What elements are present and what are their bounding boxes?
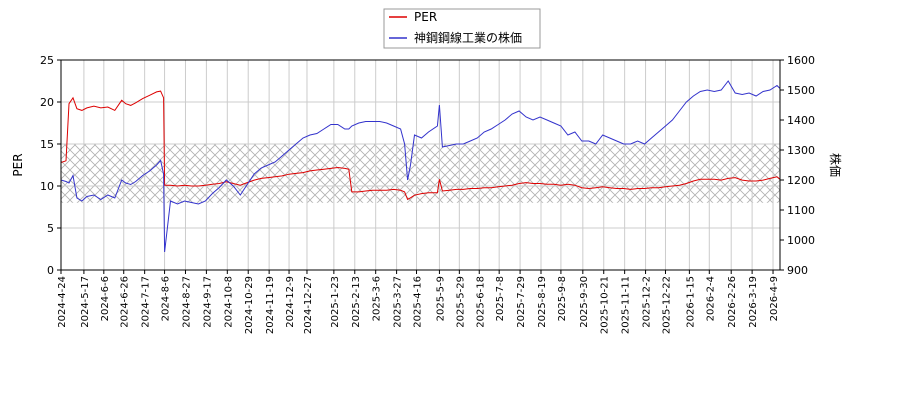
x-tick-label: 2024-8-6: [161, 276, 172, 321]
series-line-price: [60, 80, 781, 253]
x-tick-label: 2024-6-26: [120, 276, 131, 328]
x-tick-label: 2026-4-9: [769, 276, 780, 321]
plot-frame: [60, 59, 781, 271]
y-tick-label-right: 1200: [787, 174, 815, 187]
x-tick-label: 2026-3-19: [748, 276, 759, 328]
y-tick-label-right: 1500: [787, 84, 815, 97]
x-tick-label: 2024-7-17: [141, 276, 152, 328]
y-tick-label-right: 1300: [787, 144, 815, 157]
x-tick-label: 2025-3-27: [393, 276, 404, 328]
y-tick-label-left: 25: [40, 54, 54, 67]
x-tick-label: 2025-10-21: [600, 276, 611, 334]
y-tick-label-right: 1600: [787, 54, 815, 67]
x-tick-label: 2025-12-2: [642, 276, 653, 328]
x-tick-label: 2024-6-6: [100, 276, 111, 321]
x-tick-label: 2024-5-17: [80, 276, 91, 328]
x-tick-label: 2025-6-18: [475, 276, 486, 328]
x-tick-label: 2024-10-29: [244, 276, 255, 334]
x-tick-label: 2025-3-6: [372, 276, 383, 321]
x-tick-label: 2025-5-29: [455, 276, 466, 328]
x-tick-label: 2026-2-4: [705, 276, 716, 321]
y-tick-label-right: 1000: [787, 234, 815, 247]
x-tick-label: 2025-12-22: [661, 276, 672, 334]
x-tick-label: 2024-12-9: [285, 276, 296, 328]
legend-label-per: PER: [414, 10, 437, 24]
x-tick-label: 2025-5-9: [435, 276, 446, 321]
y-tick-label-left: 15: [40, 138, 54, 151]
x-tick-label: 2025-8-19: [537, 276, 548, 328]
shaded-band: [61, 144, 780, 203]
x-tick-label: 2024-11-19: [265, 276, 276, 334]
x-tick-label: 2025-7-8: [495, 276, 506, 321]
x-tick-label: 2024-12-27: [303, 276, 314, 334]
x-tick-label: 2024-4-24: [57, 276, 68, 328]
y-tick-label-left: 20: [40, 96, 54, 109]
series-line-per: [60, 90, 781, 201]
y-axis-label-right: 株価: [828, 153, 843, 177]
y-tick-label-left: 0: [47, 264, 54, 277]
y-tick-label-right: 1400: [787, 114, 815, 127]
x-tick-label: 2025-4-16: [413, 276, 424, 328]
legend-box: [383, 8, 541, 49]
legend-label-price: 神鋼鋼線工業の株価: [414, 30, 522, 45]
y-tick-label-right: 900: [787, 264, 808, 277]
x-tick-label: 2025-9-8: [557, 276, 568, 321]
x-tick-label: 2026-1-15: [685, 276, 696, 328]
x-tick-label: 2025-9-30: [579, 276, 590, 328]
y-tick-label-right: 1100: [787, 204, 815, 217]
x-tick-label: 2025-11-11: [621, 276, 632, 334]
legend: PER 神鋼鋼線工業の株価: [383, 8, 541, 49]
x-tick-label: 2026-2-26: [727, 276, 738, 328]
x-tick-label: 2025-2-13: [351, 276, 362, 328]
y-axis-label-left: PER: [11, 153, 25, 176]
x-tick-label: 2024-9-17: [202, 276, 213, 328]
x-tick-label: 2025-7-29: [516, 276, 527, 328]
y-tick-label-left: 5: [47, 222, 54, 235]
y-tick-label-left: 10: [40, 180, 54, 193]
x-tick-label: 2024-8-27: [181, 276, 192, 328]
x-tick-label: 2024-10-8: [223, 276, 234, 328]
x-tick-label: 2025-1-23: [330, 276, 341, 328]
